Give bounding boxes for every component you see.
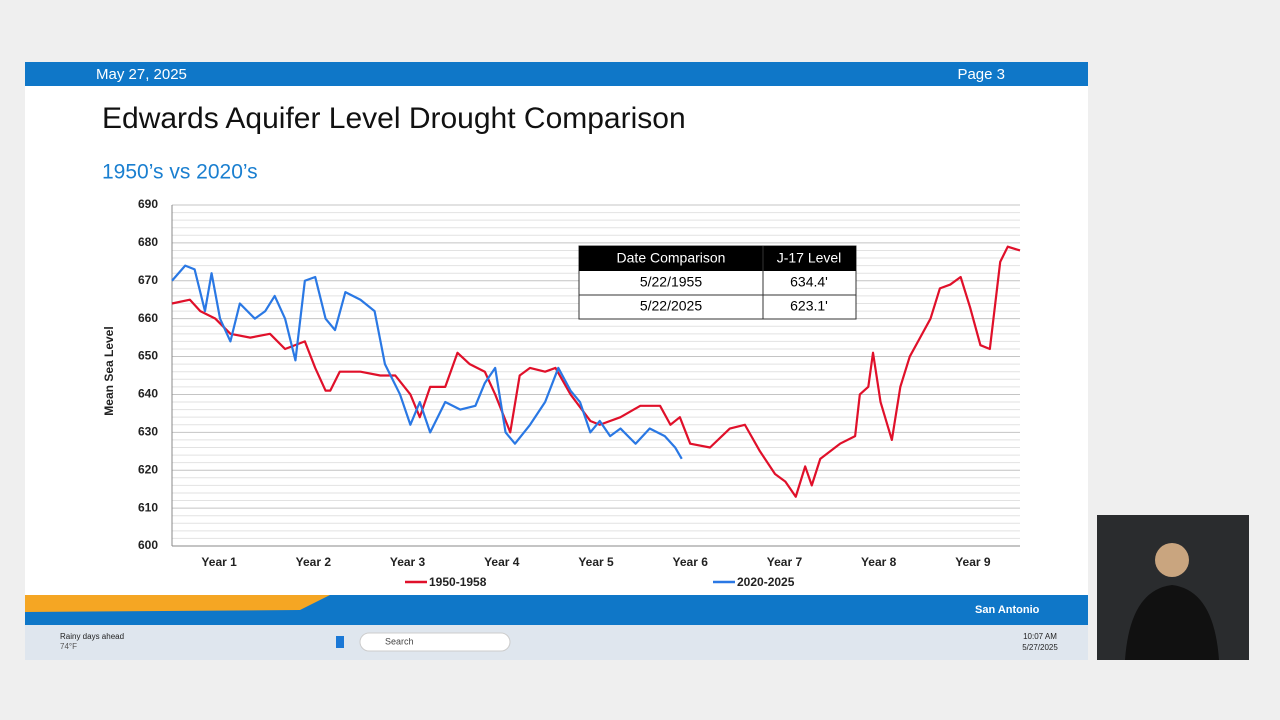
x-tick-label: Year 7	[767, 555, 803, 569]
table-cell: 623.1'	[790, 298, 828, 314]
y-tick-label: 680	[138, 235, 158, 249]
x-tick-label: Year 2	[296, 555, 332, 569]
start-button[interactable]	[336, 636, 344, 648]
plot: 600 610 620 630 640 650 660 670 680 690 Year 1 Year…	[138, 197, 1021, 589]
legend-label: 1950-1958	[429, 575, 487, 589]
table-header	[579, 246, 856, 271]
slide-date: May 27, 2025	[96, 66, 187, 83]
header-bar	[25, 62, 1088, 86]
slide-subtitle: 1950’s vs 2020’s	[102, 161, 258, 184]
table-head: Date Comparison	[617, 250, 726, 266]
weather: Rainy days ahead	[60, 632, 124, 641]
clock-time: 10:07 AM	[1023, 632, 1057, 641]
x-tick-label: Year 6	[673, 555, 709, 569]
x-tick-label: Year 5	[578, 555, 614, 569]
x-tick-label: Year 1	[201, 555, 237, 569]
y-tick-label: 600	[138, 538, 158, 552]
y-tick-label: 620	[138, 462, 158, 476]
table-cell: 5/22/1955	[640, 274, 702, 290]
page-number: Page 3	[957, 66, 1005, 83]
footer-logo: San Antonio	[975, 604, 1040, 616]
x-tick-label: Year 3	[390, 555, 426, 569]
x-tick-label: Year 9	[955, 555, 991, 569]
y-tick-label: 610	[138, 500, 158, 514]
data-line	[171, 264, 683, 460]
x-tick-label: Year 8	[861, 555, 897, 569]
data-line	[171, 245, 1021, 498]
temperature: 74°F	[60, 642, 77, 651]
slide-title: Edwards Aquifer Level Drought Comparison	[102, 102, 686, 135]
legend-label: 2020-2025	[737, 575, 795, 589]
footer-accent	[25, 595, 330, 612]
y-tick-label: 650	[138, 349, 158, 363]
y-tick-label: 640	[138, 387, 158, 401]
table-cell: 634.4'	[790, 274, 828, 290]
clock-date: 5/27/2025	[1022, 643, 1058, 652]
taskbar	[25, 625, 1088, 660]
x-tick-label: Year 4	[484, 555, 520, 569]
search-box[interactable]	[359, 632, 511, 652]
search-text: Search	[385, 636, 414, 646]
table-cell: 5/22/2025	[640, 298, 702, 314]
y-tick-label: 660	[138, 311, 158, 325]
interpreter-body	[1125, 585, 1219, 660]
y-tick-label: 690	[138, 197, 158, 211]
interpreter-head	[1155, 543, 1189, 577]
y-tick-label: 670	[138, 273, 158, 287]
slide	[25, 62, 1088, 625]
y-tick-label: 630	[138, 425, 158, 439]
table-head: J-17 Level	[777, 250, 842, 266]
y-axis-label: Mean Sea Level	[102, 326, 116, 415]
